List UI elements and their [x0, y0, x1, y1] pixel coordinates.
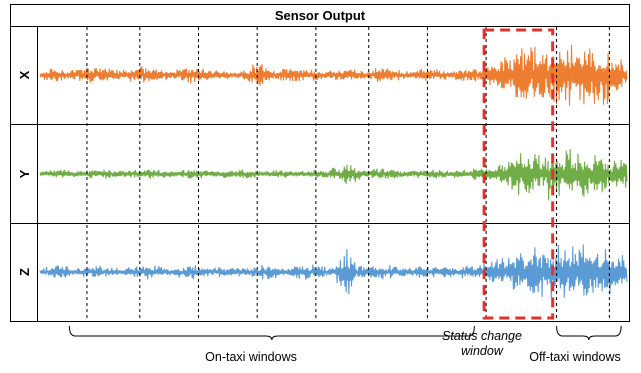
window-dividers [86, 27, 610, 321]
panel-label-z: Z [17, 268, 32, 276]
panel-label-y: Y [17, 169, 32, 178]
signal-trace-y [39, 148, 628, 201]
figure-frame [10, 4, 630, 322]
status-change-caption-line1: Status change [442, 329, 522, 343]
signal-y [39, 148, 628, 201]
signal-trace-z [39, 244, 628, 299]
signal-trace-x [39, 44, 628, 106]
brace-2 [556, 325, 622, 341]
panel-label-x: X [17, 70, 32, 79]
brace-1 [68, 325, 475, 341]
status-change-caption-line2: window [461, 344, 504, 358]
off-taxi-caption: Off-taxi windows [529, 350, 620, 364]
signal-z [39, 244, 628, 299]
status-change-window-box [482, 28, 555, 320]
chart-title: Sensor Output [275, 8, 366, 23]
signal-x [39, 44, 628, 106]
braces [68, 325, 622, 341]
on-taxi-caption: On-taxi windows [205, 350, 297, 364]
